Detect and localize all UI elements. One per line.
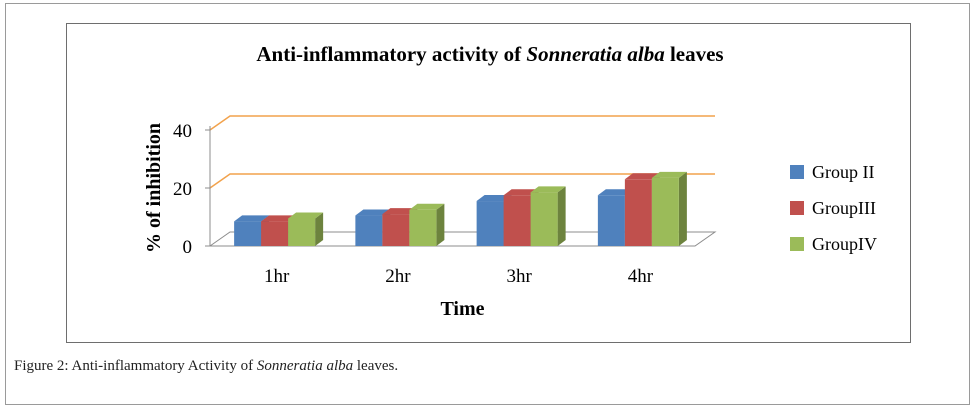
x-tick-label-2hr: 2hr <box>385 266 411 287</box>
legend-swatch-group-ii <box>790 165 804 179</box>
bar-2hr-3-top <box>409 203 445 210</box>
x-tick-label-1hr: 1hr <box>264 266 290 287</box>
bar-2hr-3-side <box>436 203 445 246</box>
bar-3hr-3-top <box>530 186 566 193</box>
bar-1hr-3-side <box>315 212 324 246</box>
legend-swatch-group-iii <box>790 201 804 215</box>
bar-1hr-3 <box>288 218 316 246</box>
bar-3hr-1 <box>476 201 504 246</box>
bar-4hr-3-top <box>651 171 687 178</box>
bar-4hr-3 <box>651 177 679 246</box>
bar-1hr-3-top <box>288 212 324 219</box>
bar-3hr-3-side <box>557 186 566 246</box>
y-tick-label-0: 0 <box>183 237 193 258</box>
gridline-40 <box>209 115 715 131</box>
gridline-20 <box>209 173 715 189</box>
chart-title-species: Sonneratia alba <box>526 42 665 66</box>
bar-1hr-1 <box>234 221 262 246</box>
x-tick-label-4hr: 4hr <box>628 266 654 287</box>
bar-4hr-3-side <box>678 171 687 246</box>
bar-1hr-1-top <box>234 215 270 222</box>
legend-label-group-ii: Group II <box>812 161 875 182</box>
bar-2hr-2 <box>382 214 410 246</box>
y-tick-label-20: 20 <box>173 179 192 200</box>
bar-4hr-1 <box>597 195 625 246</box>
chart-legend: Group II GroupIII GroupIV <box>790 154 877 262</box>
chart-title-part2: leaves <box>664 42 724 66</box>
bar-3hr-2 <box>503 195 531 246</box>
bar-2hr-1 <box>355 215 383 246</box>
bar-4hr-2-top <box>624 173 660 180</box>
bar-4hr-1-top <box>597 189 633 196</box>
bar-3hr-1-top <box>476 195 512 202</box>
bar-2hr-3 <box>409 209 437 246</box>
caption-species: Sonneratia alba <box>256 358 354 374</box>
bar-4hr-2 <box>624 179 652 246</box>
chart-title: Anti-inflammatory activity of Sonneratia… <box>0 42 980 67</box>
bar-2hr-1-top <box>355 209 391 216</box>
legend-item-group-ii: Group II <box>790 154 877 190</box>
legend-label-group-iii: GroupIII <box>812 197 876 218</box>
chart-title-part1: Anti-inflammatory activity of <box>256 42 527 66</box>
chart-frame <box>66 23 911 343</box>
y-axis-title: % of inhibition <box>143 123 165 253</box>
bar-3hr-3 <box>530 192 558 246</box>
caption-suffix: leaves. <box>353 358 399 374</box>
y-tick-label-40: 40 <box>173 121 192 142</box>
legend-swatch-group-iv <box>790 237 804 251</box>
legend-label-group-iv: GroupIV <box>812 233 877 254</box>
bar-1hr-2 <box>261 221 289 246</box>
legend-item-group-iv: GroupIV <box>790 226 877 262</box>
bar-2hr-2-top <box>382 208 418 215</box>
x-tick-label-3hr: 3hr <box>506 266 532 287</box>
caption-prefix: Figure 2: Anti-inflammatory Activity of <box>14 358 257 374</box>
legend-item-group-iii: GroupIII <box>790 190 877 226</box>
bar-1hr-2-top <box>261 215 297 222</box>
figure-caption: Figure 2: Anti-inflammatory Activity of … <box>14 358 398 375</box>
bar-3hr-2-top <box>503 189 539 196</box>
x-axis-title: Time <box>440 298 484 320</box>
